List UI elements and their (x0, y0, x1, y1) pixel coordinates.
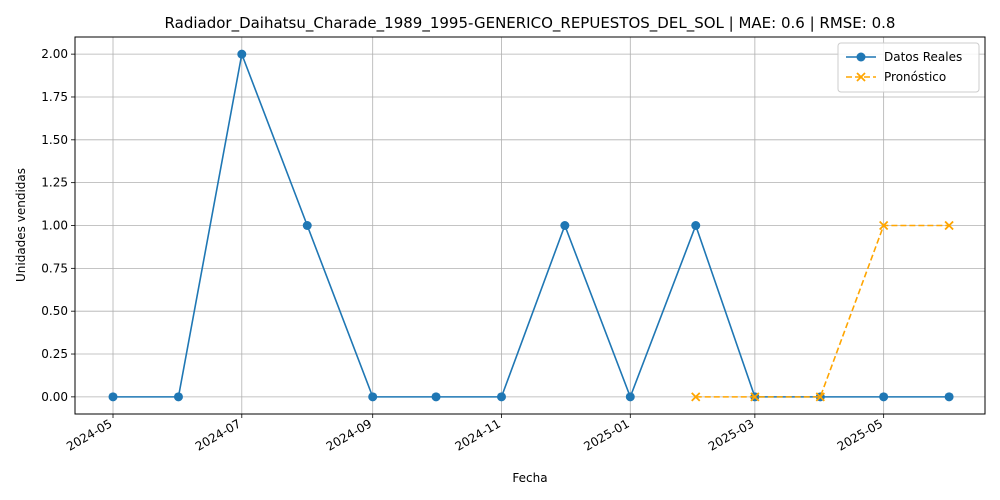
data-point (879, 220, 889, 231)
y-tick-label: 2.00 (41, 47, 68, 61)
x-axis-title: Fecha (512, 471, 547, 485)
y-axis: 0.00 0.25 0.50 0.75 1.00 1.25 1.50 1.75 2.00 (41, 47, 75, 404)
series-pron-stico (691, 220, 954, 402)
data-point (879, 392, 889, 402)
data-point (496, 392, 506, 402)
data-point (750, 392, 760, 402)
legend-box (837, 42, 980, 93)
legend-marker (856, 52, 866, 62)
data-point (237, 49, 247, 59)
y-tick-label: 1.25 (41, 176, 68, 190)
legend: Datos Reales Pronóstico (837, 42, 980, 93)
y-tick-label: 0.75 (41, 261, 68, 275)
legend-item: Pronóstico (846, 70, 946, 84)
data-point (691, 221, 701, 230)
data-point (173, 392, 183, 402)
y-tick-label: 1.50 (41, 133, 68, 147)
y-tick-label: 0.50 (41, 304, 68, 318)
data-point (431, 392, 441, 402)
series-line (695, 224, 950, 398)
y-tick-label: 0.25 (41, 347, 68, 361)
data-point (108, 392, 118, 402)
data-point (815, 392, 825, 402)
legend-label: Pronóstico (884, 70, 946, 84)
legend-marker (856, 72, 866, 82)
chart-title: Radiador_Daihatsu_Charade_1989_1995-GENE… (165, 14, 896, 33)
legend-item: Datos Reales (846, 50, 962, 64)
data-point (944, 392, 954, 402)
data-point (944, 220, 954, 231)
y-axis-title: Unidades vendidas (14, 168, 28, 282)
data-point (368, 392, 378, 402)
legend-label: Datos Reales (884, 50, 962, 64)
data-point (691, 392, 701, 402)
grid-lines (75, 37, 985, 414)
data-point (302, 221, 312, 230)
series-group (108, 49, 954, 402)
y-tick-label: 0.00 (41, 390, 68, 404)
y-tick-label: 1.75 (41, 90, 68, 104)
y-tick-label: 1.00 (41, 219, 68, 233)
data-point (560, 221, 570, 230)
data-point (625, 392, 635, 402)
